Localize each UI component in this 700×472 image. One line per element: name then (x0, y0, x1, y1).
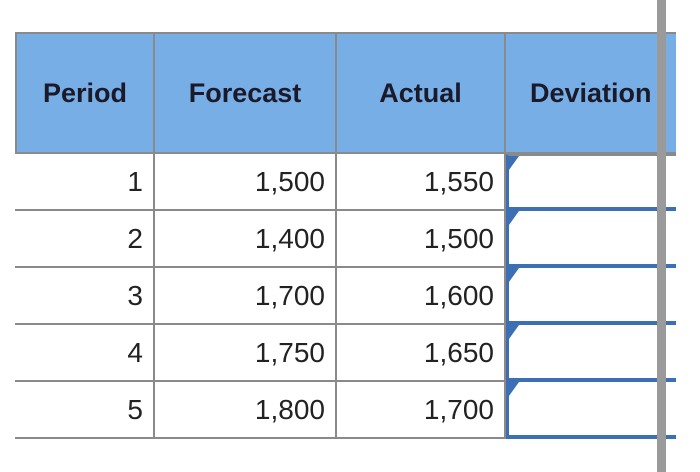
table-cell: 1,700 (155, 268, 337, 325)
table-cell: 1,600 (337, 268, 506, 325)
answer-input[interactable] (506, 382, 676, 439)
table-cell: 4 (15, 325, 155, 382)
answer-input[interactable] (506, 325, 676, 382)
input-marker (509, 156, 519, 170)
table-cell: 1,500 (337, 211, 506, 268)
answer-input[interactable] (506, 154, 676, 211)
input-marker (509, 325, 519, 339)
table-cell: 3 (15, 268, 155, 325)
answer-input[interactable] (506, 211, 676, 268)
table-cell: 1 (15, 154, 155, 211)
header-cell: Forecast (155, 32, 337, 154)
table-cell: 1,650 (337, 325, 506, 382)
table-cell: 1,800 (155, 382, 337, 439)
table-cell: 1,550 (337, 154, 506, 211)
header-cell: Period (15, 32, 155, 154)
table-cell: 2 (15, 211, 155, 268)
header-cell: Deviation (506, 32, 676, 154)
table-cell: 1,750 (155, 325, 337, 382)
table-cell: 5 (15, 382, 155, 439)
table-cell: 1,500 (155, 154, 337, 211)
input-marker (509, 268, 519, 282)
input-marker (509, 211, 519, 225)
table-cell: 1,400 (155, 211, 337, 268)
scrollbar[interactable] (657, 0, 666, 472)
header-cell: Actual (337, 32, 506, 154)
table-cell: 1,700 (337, 382, 506, 439)
answer-input[interactable] (506, 268, 676, 325)
input-marker (509, 382, 519, 396)
